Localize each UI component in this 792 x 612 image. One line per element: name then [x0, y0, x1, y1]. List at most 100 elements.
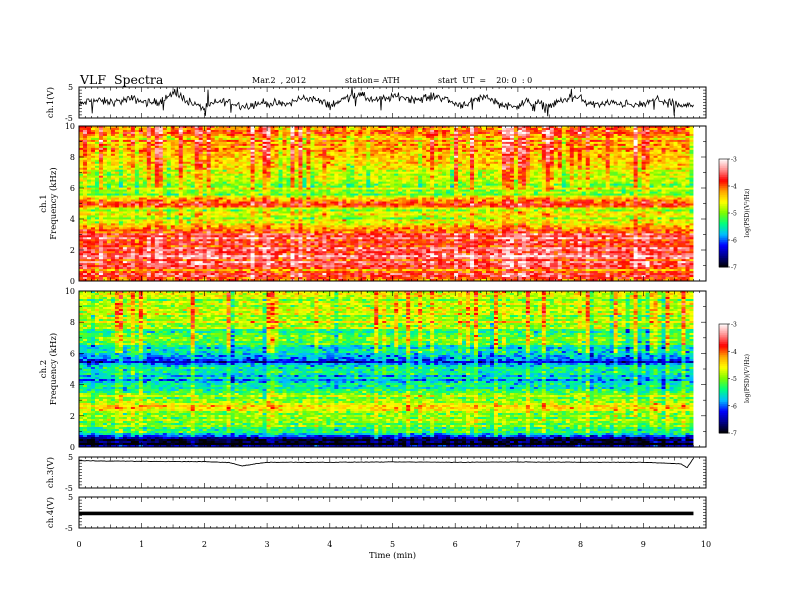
spectrogram-cell — [537, 135, 543, 139]
spectrogram-cell — [474, 153, 479, 157]
spectrogram-cell — [214, 129, 220, 133]
spectrogram-cell — [645, 147, 650, 151]
spectrogram-cell — [681, 135, 686, 139]
spectrogram-cell — [569, 129, 575, 133]
spectrogram-cell — [462, 149, 467, 153]
spectrogram-cell — [254, 129, 259, 133]
spectrogram-cell — [390, 145, 395, 149]
spectrogram-cell — [274, 137, 279, 141]
spectrogram-cell — [186, 155, 192, 159]
spectrogram-cell — [290, 141, 295, 145]
spectrogram-cell — [458, 131, 463, 135]
spectrogram-cell — [210, 155, 216, 159]
spectrogram-cell — [146, 127, 152, 131]
spectrogram-cell — [146, 141, 152, 145]
spectrogram-cell — [370, 139, 375, 143]
spectrogram-cell — [402, 126, 407, 129]
spectrogram-cell — [382, 153, 387, 157]
spectrogram-cell — [681, 153, 686, 157]
spectrogram-cell — [194, 137, 200, 141]
spectrogram-cell — [346, 133, 351, 137]
spectrogram-cell — [334, 151, 339, 155]
spectrogram-cell — [326, 135, 331, 139]
spectrogram-cell — [270, 126, 275, 129]
spectrogram-cell — [290, 143, 295, 147]
spectrogram-cell — [110, 151, 116, 155]
spectrogram-cell — [298, 145, 303, 149]
spectrogram-cell — [545, 131, 551, 135]
spectrogram-cell — [194, 127, 200, 131]
spectrogram-cell — [677, 139, 682, 143]
spectrogram-cell — [629, 129, 635, 133]
spectrogram-cell — [545, 133, 551, 137]
spectrogram-cell — [274, 143, 279, 147]
spectrogram-cell — [278, 135, 283, 139]
spectrogram-cell — [314, 133, 319, 137]
spectrogram-cell — [585, 129, 591, 133]
spectrogram-cell — [533, 141, 539, 145]
spectrogram-cell — [294, 126, 299, 129]
spectrogram-cell — [593, 137, 599, 141]
spectrogram-cell — [98, 131, 104, 135]
spectrogram-cell — [613, 143, 619, 147]
spectrogram-cell — [230, 149, 236, 153]
spectrogram-cell — [238, 127, 243, 131]
spectrogram-cell — [689, 127, 694, 131]
spectrogram-cell — [322, 129, 327, 133]
spectrogram-cell — [681, 127, 686, 131]
spectrogram-cell — [350, 145, 355, 149]
spectrogram-cell — [493, 129, 499, 133]
spectrogram-cell — [649, 131, 654, 135]
spectrogram-cell — [274, 151, 279, 155]
spectrogram-cell — [430, 135, 435, 139]
spectrogram-cell — [525, 141, 531, 145]
spectrogram-cell — [689, 147, 694, 151]
spectrogram-cell — [106, 149, 112, 153]
spectrogram-cell — [294, 135, 299, 139]
spectrogram-cell — [497, 147, 503, 151]
spectrogram-cell — [274, 131, 279, 135]
spectrogram-cell — [645, 149, 650, 153]
spectrogram-cell — [118, 151, 124, 155]
spectrogram-cell — [637, 151, 642, 155]
spectrogram-cell — [294, 133, 299, 137]
spectrogram-cell — [462, 131, 467, 135]
spectrogram-cell — [238, 147, 243, 151]
spectrogram-cell — [501, 147, 507, 151]
spectrogram-cell — [334, 155, 339, 159]
spectrogram-cell — [86, 149, 92, 153]
spectrogram-cell — [182, 131, 188, 135]
spectrogram-cell — [629, 135, 635, 139]
start-time-label: start UT = 20: 0 : 0 — [438, 76, 532, 85]
spectrogram-cell — [557, 127, 563, 131]
spectrogram-cell — [138, 143, 144, 147]
spectrogram-cell — [657, 139, 662, 143]
spectrogram-cell — [126, 129, 132, 133]
spectrogram-cell — [446, 137, 451, 141]
spectrogram-cell — [645, 131, 650, 135]
spectrogram-cell — [585, 153, 591, 157]
spectrogram-cell — [426, 127, 431, 131]
spectrogram-cell — [641, 126, 646, 129]
spectrogram-cell — [162, 135, 168, 139]
spectrogram-cell — [174, 131, 180, 135]
spectrogram-cell — [302, 139, 307, 143]
spectrogram-cell — [390, 139, 395, 143]
spectrogram-cell — [398, 145, 403, 149]
spectrogram-cell — [645, 151, 650, 155]
spectrogram-cell — [134, 147, 140, 151]
spectrogram-cell — [537, 145, 543, 149]
spectrogram-cell — [362, 126, 367, 129]
spectrogram-cell — [450, 153, 455, 157]
spectrogram-cell — [653, 147, 658, 151]
spectrogram-cell — [154, 145, 160, 149]
spectrogram-cell — [206, 151, 212, 155]
spectrogram-cell — [350, 143, 355, 147]
spectrogram-cell — [314, 131, 319, 135]
spectrogram-cell — [485, 151, 491, 155]
spectrogram-cell — [521, 149, 527, 153]
spectrogram-cell — [246, 151, 251, 155]
spectrogram-cell — [126, 133, 132, 137]
spectrogram-cell — [330, 147, 335, 151]
spectrogram-cell — [174, 135, 180, 139]
